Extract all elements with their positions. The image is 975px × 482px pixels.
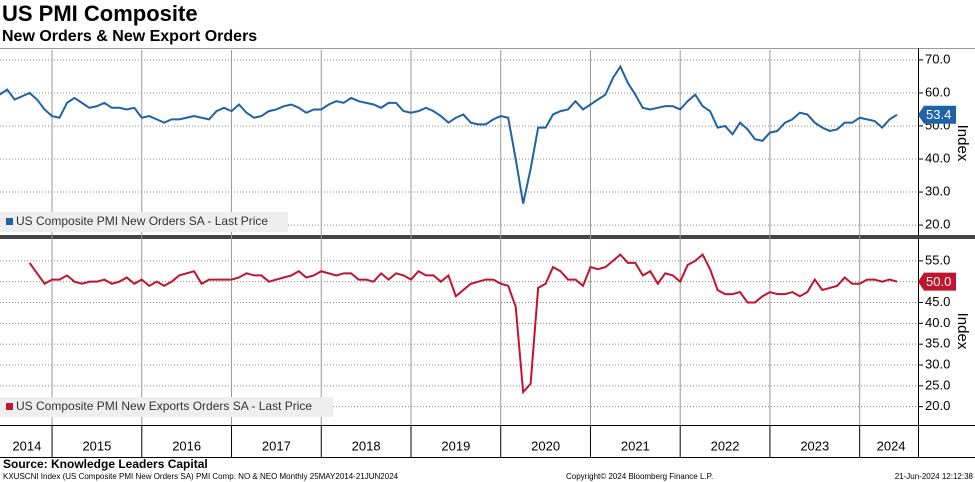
legend-box bbox=[0, 212, 288, 232]
x-tick-label: 2022 bbox=[711, 438, 740, 453]
y-tick-label: 45.0 bbox=[925, 294, 950, 309]
legend-label: US Composite PMI New Exports Orders SA -… bbox=[16, 399, 312, 413]
y-tick-label: 60.0 bbox=[925, 84, 950, 99]
x-tick-label: 2018 bbox=[352, 438, 381, 453]
x-tick-label: 2024 bbox=[877, 438, 906, 453]
x-tick-label: 2020 bbox=[531, 438, 560, 453]
y-tick-label: 35.0 bbox=[925, 336, 950, 351]
y-tick-label: 40.0 bbox=[925, 315, 950, 330]
chart-title: US PMI Composite bbox=[2, 1, 198, 26]
legend-swatch bbox=[6, 403, 13, 410]
timestamp: 21-Jun-2024 12:12:38 bbox=[895, 472, 974, 481]
x-tick-label: 2015 bbox=[82, 438, 111, 453]
chart-subtitle: New Orders & New Export Orders bbox=[2, 28, 257, 45]
last-price-box bbox=[918, 105, 956, 124]
y-tick-label: 20.0 bbox=[925, 217, 950, 232]
x-tick-label: 2016 bbox=[172, 438, 201, 453]
y2-axis-label: Index bbox=[954, 313, 971, 350]
copyright: Copyright© 2024 Bloomberg Finance L.P. bbox=[566, 472, 713, 481]
last-price-label: 53.4 bbox=[926, 107, 951, 122]
y-tick-label: 40.0 bbox=[925, 150, 950, 165]
x-tick-label: 2014 bbox=[12, 438, 41, 453]
series-line bbox=[0, 64, 898, 204]
legend-box bbox=[0, 397, 333, 417]
last-price-box bbox=[918, 272, 956, 291]
footer-info: KXUSCNI Index (US Composite PMI New Orde… bbox=[3, 472, 399, 481]
y-tick-label: 55.0 bbox=[925, 252, 950, 267]
y-tick-label: 30.0 bbox=[925, 356, 950, 371]
last-price-label: 50.0 bbox=[926, 274, 951, 289]
y-tick-label: 25.0 bbox=[925, 377, 950, 392]
y-tick-label: 20.0 bbox=[925, 398, 950, 413]
panel-divider bbox=[0, 235, 975, 239]
y-tick-label: 70.0 bbox=[925, 51, 950, 66]
x-tick-label: 2017 bbox=[262, 438, 291, 453]
source: Source: Knowledge Leaders Capital bbox=[3, 457, 208, 471]
legend-swatch bbox=[6, 218, 13, 225]
plot-lines bbox=[0, 64, 898, 395]
x-tick-label: 2019 bbox=[441, 438, 470, 453]
legend-label: US Composite PMI New Orders SA - Last Pr… bbox=[16, 214, 268, 228]
x-tick-label: 2021 bbox=[621, 438, 650, 453]
y-tick-label: 30.0 bbox=[925, 183, 950, 198]
x-tick-label: 2023 bbox=[800, 438, 829, 453]
series-line bbox=[28, 253, 898, 395]
y-axis-label: Index bbox=[954, 125, 971, 162]
